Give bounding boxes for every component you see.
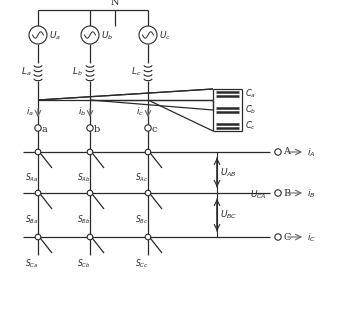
Text: c: c <box>152 125 158 133</box>
Circle shape <box>275 149 281 155</box>
Text: $U_b$: $U_b$ <box>101 30 113 42</box>
Text: $S_{Cc}$: $S_{Cc}$ <box>135 257 148 270</box>
Circle shape <box>145 125 151 131</box>
Text: $S_{Ca}$: $S_{Ca}$ <box>25 257 39 270</box>
Circle shape <box>35 125 41 131</box>
Text: B: B <box>283 189 290 198</box>
Text: $S_{Ba}$: $S_{Ba}$ <box>25 213 39 226</box>
Circle shape <box>145 149 151 155</box>
Text: $C_a$: $C_a$ <box>245 88 256 100</box>
Circle shape <box>87 149 93 155</box>
Text: C: C <box>283 233 291 241</box>
Circle shape <box>87 125 93 131</box>
Circle shape <box>145 190 151 196</box>
Circle shape <box>29 26 47 44</box>
Circle shape <box>275 234 281 240</box>
Text: $i_A$: $i_A$ <box>307 147 315 159</box>
Circle shape <box>139 26 157 44</box>
Text: $S_{Bb}$: $S_{Bb}$ <box>77 213 91 226</box>
Text: A: A <box>283 148 290 156</box>
Circle shape <box>35 234 41 240</box>
Circle shape <box>35 190 41 196</box>
Text: $i_B$: $i_B$ <box>307 188 315 200</box>
Circle shape <box>87 234 93 240</box>
Text: $U_{BC}$: $U_{BC}$ <box>220 209 237 221</box>
Text: $S_{Cb}$: $S_{Cb}$ <box>77 257 91 270</box>
Text: $i_a$: $i_a$ <box>26 106 34 118</box>
Text: $C_b$: $C_b$ <box>245 104 256 116</box>
Circle shape <box>87 190 93 196</box>
Text: b: b <box>94 125 100 133</box>
Text: $U_a$: $U_a$ <box>49 30 61 42</box>
Text: $L_c$: $L_c$ <box>131 66 141 78</box>
Text: $U_{CA}$: $U_{CA}$ <box>250 188 267 201</box>
Text: $C_c$: $C_c$ <box>245 120 256 132</box>
Text: $S_{Ac}$: $S_{Ac}$ <box>135 172 148 185</box>
Circle shape <box>145 234 151 240</box>
Text: a: a <box>42 125 48 133</box>
Text: $U_c$: $U_c$ <box>159 30 171 42</box>
Text: $S_{Ab}$: $S_{Ab}$ <box>77 172 91 185</box>
Circle shape <box>81 26 99 44</box>
Text: $i_C$: $i_C$ <box>307 232 316 244</box>
Text: $S_{Aa}$: $S_{Aa}$ <box>25 172 39 185</box>
Circle shape <box>275 190 281 196</box>
Text: $U_{AB}$: $U_{AB}$ <box>220 166 237 179</box>
Text: $S_{Bc}$: $S_{Bc}$ <box>135 213 148 226</box>
Text: $i_b$: $i_b$ <box>78 106 86 118</box>
Text: N: N <box>111 0 119 7</box>
Text: $L_b$: $L_b$ <box>72 66 83 78</box>
Circle shape <box>35 149 41 155</box>
Text: $L_a$: $L_a$ <box>20 66 31 78</box>
Text: $i_c$: $i_c$ <box>136 106 144 118</box>
